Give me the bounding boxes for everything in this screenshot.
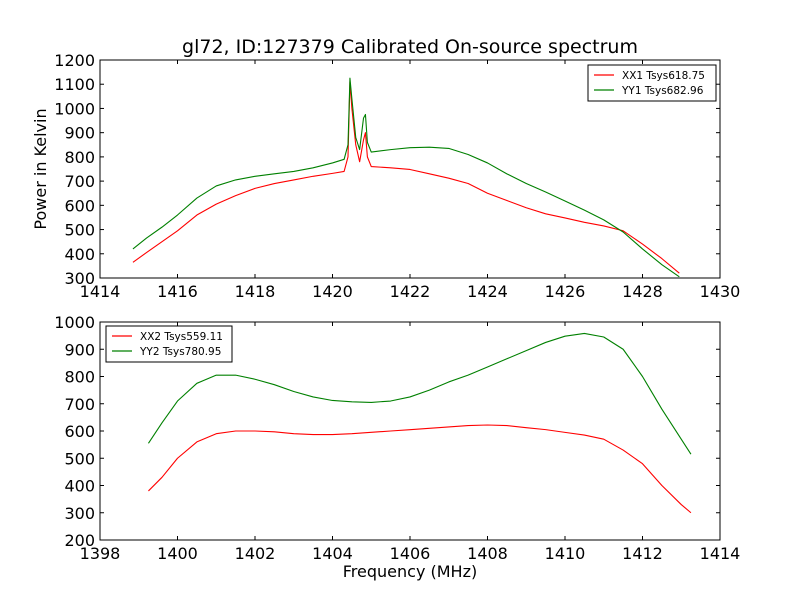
series-line-yy2 <box>147 332 692 455</box>
chart-title: gl72, ID:127379 Calibrated On-source spe… <box>182 36 638 58</box>
x-tick-label: 1414 <box>700 544 741 563</box>
legend-box <box>105 325 233 363</box>
x-tick-label: 1404 <box>312 544 353 563</box>
y-tick-label: 700 <box>64 395 95 414</box>
y-tick-label: 500 <box>64 449 95 468</box>
y-tick-label: 600 <box>64 196 95 215</box>
x-tick-label: 1428 <box>622 282 663 301</box>
y-tick-label: 400 <box>64 245 95 264</box>
y-tick-label: 300 <box>64 269 95 288</box>
y-tick-label: 1000 <box>54 313 95 332</box>
y-tick-label: 600 <box>64 422 95 441</box>
series-line-xx1 <box>132 81 680 274</box>
x-tick-label: 1402 <box>235 544 276 563</box>
y-tick-label: 700 <box>64 172 95 191</box>
legend-box <box>587 64 717 102</box>
x-tick-label: 1418 <box>235 282 276 301</box>
x-tick-label: 1422 <box>390 282 431 301</box>
bottom-spectrum-chart: 1398 1400 1402 1404 1406 1408 1410 1412 1414 200 3… <box>54 313 740 581</box>
y-tick-label: 800 <box>64 368 95 387</box>
legend-label: YY2 Tsys780.95 <box>139 346 221 358</box>
x-tick-label: 1414 <box>80 282 121 301</box>
y-tick-label: 1100 <box>54 75 95 94</box>
legend-label: XX1 Tsys618.75 <box>622 70 705 82</box>
x-tick-label: 1410 <box>545 544 586 563</box>
y-tick-label: 300 <box>64 504 95 523</box>
x-tick-label: 1400 <box>157 544 198 563</box>
x-tick-label: 1420 <box>312 282 353 301</box>
top-spectrum-chart: 1414 1416 1418 1420 1422 1424 1426 1428 1430 300 4… <box>31 36 740 301</box>
series-line-xx2 <box>148 424 692 514</box>
series-line-yy1 <box>132 77 680 278</box>
y-tick-label: 1000 <box>54 99 95 118</box>
legend: XX1 Tsys618.75 YY1 Tsys682.96 <box>587 64 717 102</box>
x-tick-label: 1406 <box>390 544 431 563</box>
y-tick-label: 800 <box>64 148 95 167</box>
x-tick-label: 1412 <box>622 544 663 563</box>
legend-label: XX2 Tsys559.11 <box>140 331 223 343</box>
y-tick-label: 400 <box>64 477 95 496</box>
y-tick-label: 500 <box>64 221 95 240</box>
x-tick-label: 1424 <box>467 282 508 301</box>
y-axis-label: Power in Kelvin <box>31 108 50 229</box>
x-tick-label: 1426 <box>545 282 586 301</box>
x-tick-label: 1416 <box>157 282 198 301</box>
x-tick-label: 1430 <box>700 282 741 301</box>
y-tick-label: 200 <box>64 531 95 550</box>
legend-label: YY1 Tsys682.96 <box>621 85 704 97</box>
x-tick-label: 1408 <box>467 544 508 563</box>
x-axis-label: Frequency (MHz) <box>343 562 477 581</box>
y-tick-label: 1200 <box>54 51 95 70</box>
y-tick-label: 900 <box>64 340 95 359</box>
x-tick-label: 1398 <box>80 544 121 563</box>
legend: XX2 Tsys559.11 YY2 Tsys780.95 <box>105 325 233 363</box>
y-tick-label: 900 <box>64 124 95 143</box>
